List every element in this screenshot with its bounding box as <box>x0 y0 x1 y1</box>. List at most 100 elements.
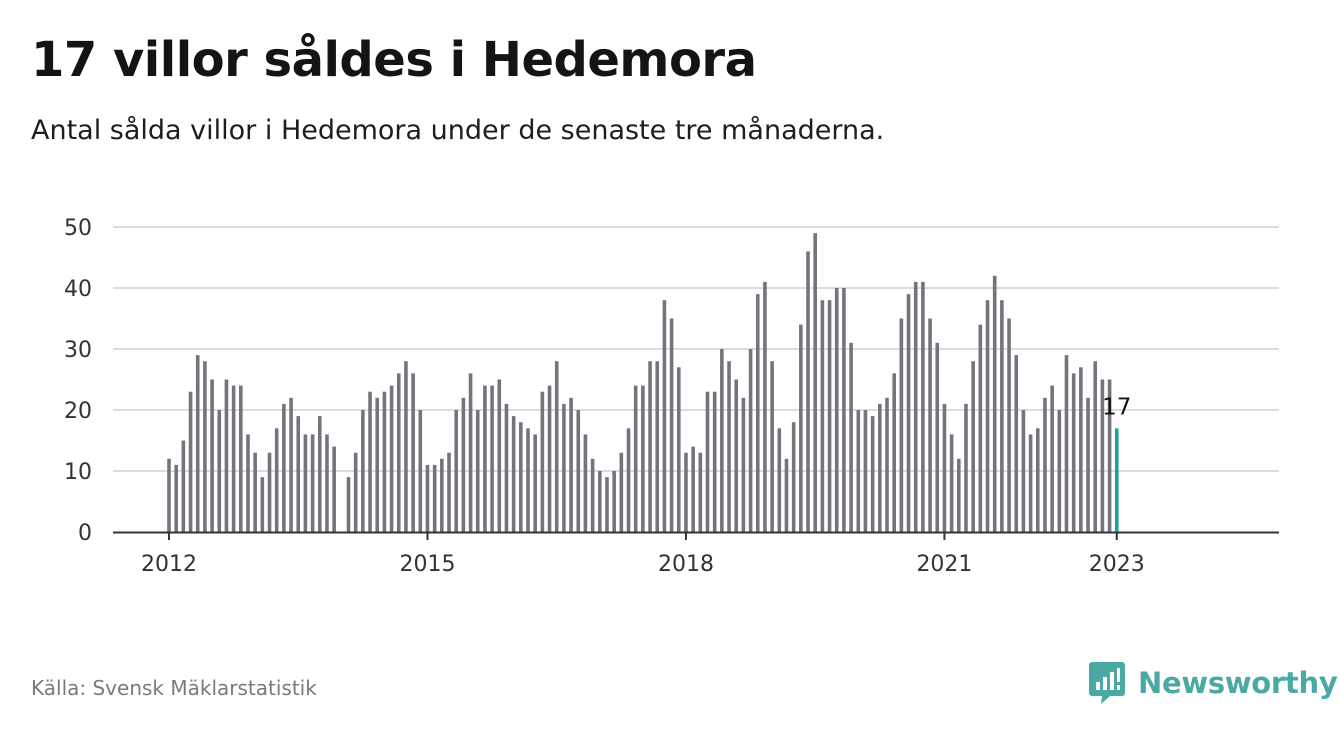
bar <box>1021 410 1026 532</box>
bar <box>935 342 940 532</box>
bar <box>633 385 638 532</box>
bar <box>590 458 595 532</box>
bar <box>461 397 466 532</box>
bar <box>368 391 372 532</box>
bar <box>346 477 351 532</box>
bar <box>892 373 896 532</box>
bar <box>712 391 717 532</box>
bar <box>174 464 178 532</box>
bar <box>296 416 301 532</box>
bar <box>361 410 365 532</box>
bar <box>289 397 293 532</box>
bar <box>231 385 236 532</box>
bar <box>878 403 882 532</box>
bar <box>246 434 250 532</box>
bar <box>210 379 214 532</box>
bar <box>669 318 674 532</box>
highlighted-bar <box>1114 428 1119 532</box>
bar <box>842 288 846 532</box>
bar <box>468 373 473 532</box>
x-tick-label: 2023 <box>1089 552 1145 577</box>
bar <box>404 361 408 532</box>
bar <box>353 452 358 532</box>
bar <box>748 349 753 532</box>
bar <box>576 410 581 532</box>
bar <box>490 385 494 532</box>
bar <box>418 410 423 532</box>
x-tick-label: 2015 <box>399 552 455 577</box>
bar <box>834 288 839 532</box>
bar-series <box>167 233 1119 532</box>
bar <box>1014 355 1019 532</box>
bar <box>662 300 667 532</box>
bar <box>282 403 286 532</box>
x-axis: 2012 2015 2018 2021 2023 <box>113 531 1279 577</box>
bar <box>181 440 186 532</box>
bar <box>964 403 968 532</box>
bar <box>274 428 279 532</box>
bar <box>1100 379 1105 532</box>
bar <box>626 428 631 532</box>
bar <box>454 410 458 532</box>
bar <box>942 403 947 532</box>
bar <box>167 458 171 532</box>
bar <box>260 477 265 532</box>
bar <box>885 397 889 532</box>
bar <box>310 434 315 532</box>
bar <box>806 251 810 532</box>
bar <box>1086 397 1090 532</box>
bar <box>425 464 430 532</box>
bar <box>497 379 502 532</box>
bar <box>957 458 961 532</box>
bar <box>1057 410 1062 532</box>
bar <box>605 477 609 532</box>
bar <box>519 422 523 532</box>
bar <box>267 452 272 532</box>
bar <box>562 403 566 532</box>
bar <box>612 471 616 532</box>
bar <box>533 434 537 532</box>
bar <box>978 324 983 532</box>
y-axis-tick-labels: 0 10 20 30 40 50 <box>64 216 92 546</box>
bar <box>396 373 401 532</box>
bar <box>971 361 975 532</box>
bar <box>239 385 243 532</box>
source-note: Källa: Svensk Mäklarstatistik <box>31 676 317 700</box>
bar <box>1028 434 1033 532</box>
bar <box>928 318 932 532</box>
bar <box>921 281 925 532</box>
chart-title: 17 villor såldes i Hedemora <box>31 32 757 88</box>
bar <box>741 397 746 532</box>
bar <box>813 233 817 532</box>
bar <box>1064 355 1069 532</box>
bar <box>217 410 222 532</box>
bar <box>540 391 545 532</box>
bar <box>648 361 652 532</box>
bar <box>317 416 322 532</box>
brand-name: Newsworthy <box>1138 666 1338 700</box>
chart-subtitle: Antal sålda villor i Hedemora under de s… <box>31 115 885 146</box>
grid-lines <box>113 226 1279 472</box>
bar <box>734 379 739 532</box>
bar <box>1043 397 1047 532</box>
bar <box>188 391 193 532</box>
bar <box>1007 318 1011 532</box>
bar <box>511 416 516 532</box>
bar <box>195 355 200 532</box>
x-tick-label: 2021 <box>916 552 972 577</box>
annotations: 17 <box>1102 394 1131 420</box>
bar <box>676 367 681 532</box>
bar <box>483 385 487 532</box>
bar <box>691 446 695 532</box>
bar <box>583 434 588 532</box>
bar <box>698 452 703 532</box>
bar <box>906 294 911 532</box>
bar <box>913 281 918 532</box>
bar <box>1071 373 1076 532</box>
bar <box>432 464 437 532</box>
bar <box>303 434 308 532</box>
x-tick-label: 2012 <box>141 552 197 577</box>
bar <box>870 416 875 532</box>
bar <box>784 458 789 532</box>
bar <box>856 410 861 532</box>
